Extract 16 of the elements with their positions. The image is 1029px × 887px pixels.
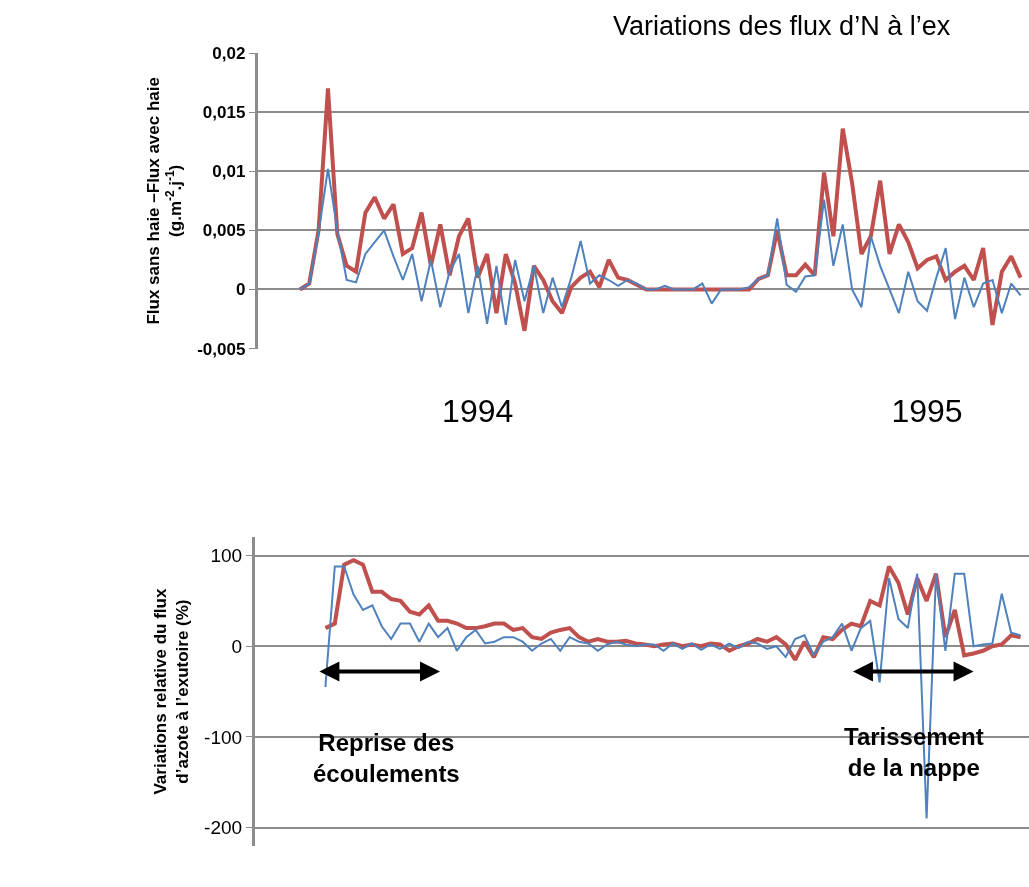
y-tick-label: 0,015	[202, 103, 246, 123]
line-series	[298, 167, 1022, 326]
y-tick-label: 100	[210, 545, 243, 567]
x-tick-label: 1995	[891, 392, 963, 429]
y-tick-label: 0	[235, 280, 246, 300]
y-tick-label: -100	[204, 726, 243, 748]
y-axis-title: Variations relative du flux d’azote à l’exutoire (%)	[150, 588, 192, 795]
y-tick-label: -0,005	[197, 339, 246, 359]
y-tick-label: -200	[204, 817, 243, 839]
chart-title: Variations des flux d’N à l’ex	[613, 11, 951, 41]
x-tick-label: 1994	[442, 392, 514, 429]
y-tick-label: 0,01	[212, 162, 246, 182]
annotation: Reprise des écoulements	[313, 729, 460, 788]
y-tick-label: 0,005	[202, 221, 246, 241]
y-tick-label: 0,02	[212, 43, 246, 63]
y-tick-label: 0	[231, 635, 243, 657]
